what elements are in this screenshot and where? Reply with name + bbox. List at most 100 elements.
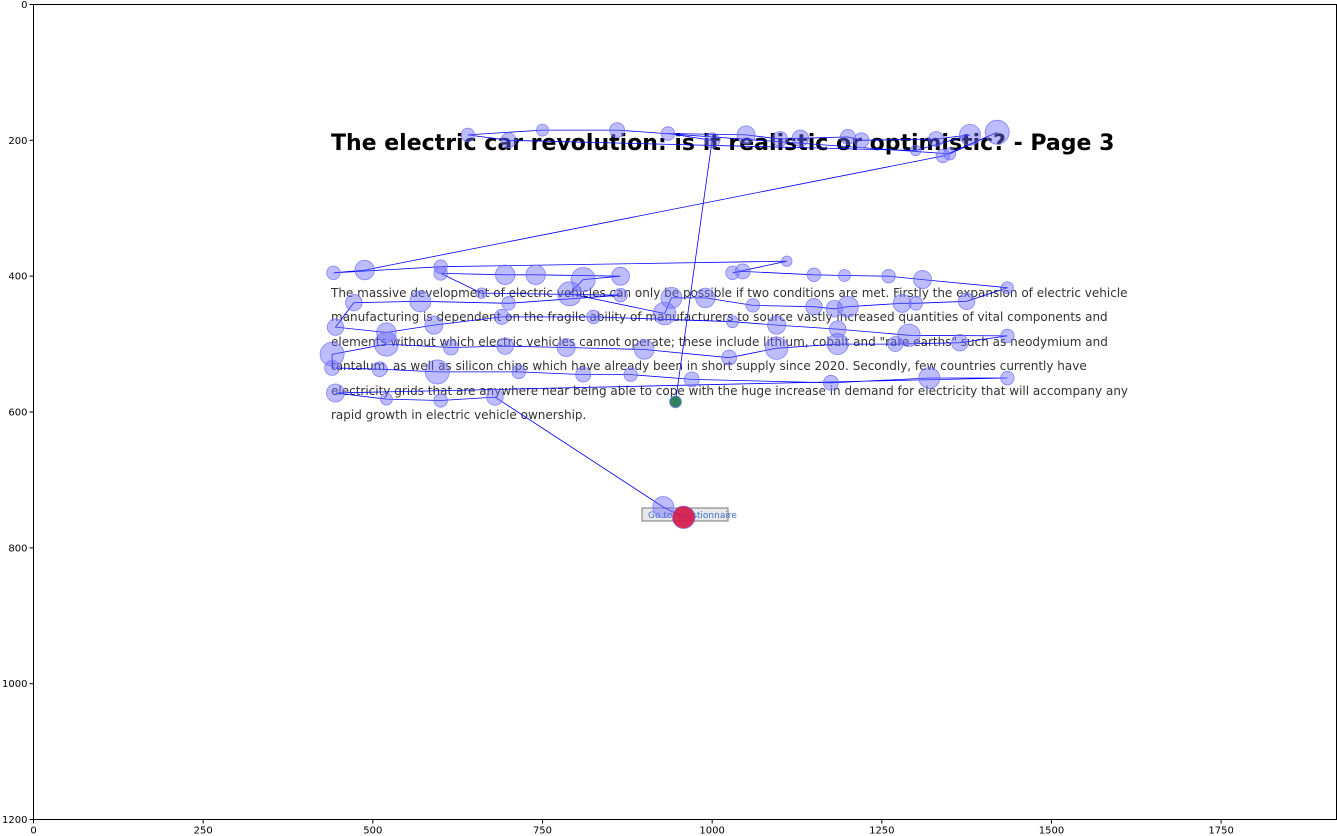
paragraph-line: tantalum, as well as silicon chips which… [331, 359, 1087, 373]
start-end-markers [669, 396, 695, 529]
fixation-point [913, 270, 932, 289]
fixation-point [557, 281, 583, 307]
fixation-point [326, 265, 341, 280]
y-tick-label: 200 [8, 136, 27, 147]
fixation-point [908, 296, 923, 311]
fixation-point [829, 320, 847, 338]
fixation-point [460, 127, 475, 143]
fixation-point [721, 349, 738, 366]
fixation-point [959, 123, 981, 146]
fixation-point [726, 315, 739, 329]
fixation-point [586, 309, 601, 325]
fixation-point [806, 267, 822, 282]
fixation-point [536, 123, 549, 137]
fixation-point [935, 148, 951, 164]
fixation-point [805, 298, 823, 316]
fixation-point [1000, 281, 1014, 295]
fixation-point [376, 322, 397, 343]
fixation-point [928, 131, 944, 147]
y-tick-label: 1200 [2, 815, 27, 826]
paragraph-line: electricity grids that are anywhere near… [331, 384, 1128, 398]
fixation-point [736, 125, 756, 145]
fixation-point [373, 331, 399, 357]
fixation-point [409, 290, 432, 313]
fixation-point [836, 295, 859, 318]
fixation-point [442, 339, 459, 356]
y-tick-label: 0 [21, 0, 27, 11]
fixation-point [652, 496, 675, 518]
fixation-point [525, 264, 546, 285]
fixation-point [354, 259, 375, 281]
plot-area-frame [33, 4, 1337, 820]
x-tick-label: 1750 [1208, 826, 1233, 836]
fixation-point [496, 337, 514, 355]
fixation-point [613, 288, 628, 303]
fixation-point [897, 323, 921, 347]
fixation-point [683, 371, 700, 388]
fixation-point [345, 294, 363, 312]
fixation-point [556, 338, 576, 357]
fixation-point [918, 367, 941, 389]
fixation-point [704, 132, 721, 149]
stimulus-paragraph: The massive development of electric vehi… [330, 286, 1128, 422]
fixation-point [725, 265, 740, 280]
fixation-point [838, 269, 851, 282]
fixation-point [660, 126, 676, 141]
fixation-point [424, 315, 444, 335]
fixation-point [892, 293, 912, 313]
fixation-point [623, 367, 638, 382]
x-tick-label: 1500 [1039, 826, 1064, 836]
fixation-point [611, 266, 630, 286]
fixation-point [825, 300, 843, 318]
fixation-point [424, 359, 450, 385]
fixation-point [764, 336, 789, 360]
fixation-point [910, 144, 922, 157]
fixation-points [319, 119, 1015, 529]
fixation-point [826, 333, 849, 355]
fixation-point [634, 339, 655, 360]
fixation-point [823, 374, 839, 391]
y-tick-label: 400 [8, 272, 27, 283]
fixation-point [951, 334, 969, 352]
scanpath-lines [331, 129, 1008, 518]
paragraph-line: The massive development of electric vehi… [330, 286, 1128, 300]
x-axis: 0 250 500 750 1000 1250 1500 1750 [30, 819, 1234, 836]
fixation-point [371, 361, 388, 378]
x-tick-label: 500 [363, 826, 382, 836]
fixation-point [575, 366, 592, 383]
fixation-point [326, 383, 345, 403]
fixation-point [433, 266, 448, 281]
x-tick-label: 0 [30, 826, 36, 836]
y-tick-label: 600 [8, 408, 27, 419]
fixation-point [379, 392, 393, 406]
y-tick-label: 1000 [2, 679, 27, 690]
x-tick-label: 750 [533, 826, 552, 836]
fixation-point [1000, 328, 1015, 344]
fixation-point [652, 301, 677, 326]
fixation-point [881, 269, 896, 284]
fixation-point [326, 318, 345, 336]
start-point [669, 396, 681, 408]
x-tick-label: 250 [194, 826, 213, 836]
fixation-point [1000, 370, 1015, 386]
stimulus-title: The electric car revolution: is it reali… [331, 131, 1114, 156]
fixation-point [475, 287, 488, 299]
fixation-point [734, 263, 751, 280]
fixation-point [609, 122, 626, 139]
y-tick-label: 800 [8, 543, 27, 554]
paragraph-line: rapid growth in electric vehicle ownersh… [331, 408, 586, 422]
x-tick-label: 1000 [699, 826, 724, 836]
fixation-point [772, 131, 788, 147]
paragraph-line: manufacturing is dependent on the fragil… [331, 310, 1108, 324]
fixation-point [957, 292, 976, 310]
fixation-point [984, 119, 1010, 145]
fixation-point [511, 364, 526, 380]
fixation-point [767, 315, 787, 335]
fixation-point [486, 388, 504, 406]
fixation-point [500, 132, 517, 149]
fixation-point [791, 129, 810, 147]
fixation-point [781, 255, 793, 267]
fixation-point [853, 132, 870, 149]
fixation-point [501, 296, 516, 311]
